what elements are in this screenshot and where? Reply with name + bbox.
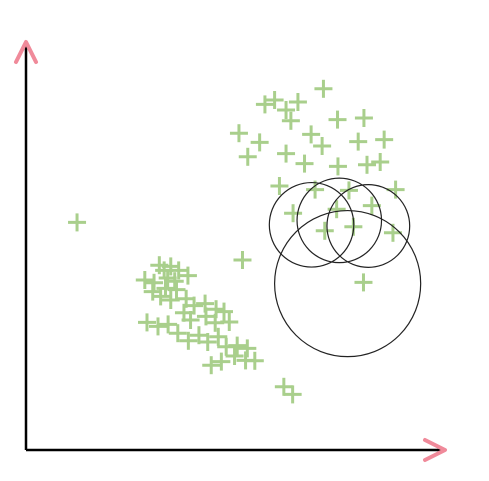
data-point xyxy=(270,177,289,195)
data-point xyxy=(283,385,302,404)
data-point xyxy=(233,251,252,269)
data-point xyxy=(362,196,381,215)
data-point xyxy=(196,307,215,326)
data-point xyxy=(161,291,180,309)
data-point xyxy=(220,313,239,331)
data-point xyxy=(179,331,198,350)
highlight-circle xyxy=(268,181,355,268)
data-point xyxy=(238,339,257,358)
markers-layer xyxy=(68,79,405,404)
data-point xyxy=(371,153,390,171)
data-point xyxy=(178,266,197,285)
data-point xyxy=(328,110,347,129)
data-point xyxy=(306,180,325,199)
data-point xyxy=(265,91,284,109)
data-point xyxy=(245,351,264,370)
data-point xyxy=(250,133,269,152)
data-point xyxy=(284,204,303,223)
data-point xyxy=(212,352,231,371)
data-point xyxy=(255,95,274,114)
highlight-circle xyxy=(296,177,383,264)
data-point xyxy=(354,109,373,127)
data-point xyxy=(159,315,178,334)
data-point xyxy=(165,272,184,291)
data-point xyxy=(375,130,394,149)
data-point xyxy=(185,296,204,315)
data-point xyxy=(274,377,293,396)
data-point xyxy=(138,313,156,332)
data-point xyxy=(149,317,167,336)
data-point xyxy=(386,180,405,199)
data-point xyxy=(277,144,296,163)
data-point xyxy=(281,111,300,130)
data-point xyxy=(277,101,296,119)
data-point xyxy=(314,79,333,98)
data-point xyxy=(295,154,314,173)
x-axis-arrowhead-icon xyxy=(423,438,447,462)
highlight-circle xyxy=(326,184,411,268)
data-point xyxy=(358,155,376,174)
data-point xyxy=(238,147,257,166)
data-point xyxy=(229,124,248,143)
axes-layer xyxy=(14,40,447,462)
data-point xyxy=(228,336,247,355)
data-point xyxy=(167,280,186,299)
data-point xyxy=(215,302,233,321)
data-point xyxy=(349,132,368,151)
data-point xyxy=(169,261,188,280)
data-point xyxy=(181,311,200,329)
circles-layer xyxy=(268,177,422,358)
data-point xyxy=(68,213,87,232)
data-point xyxy=(168,324,187,343)
data-point xyxy=(135,271,154,289)
data-point xyxy=(151,287,170,306)
data-point xyxy=(302,125,321,144)
data-point xyxy=(198,333,217,351)
y-axis-arrowhead-icon xyxy=(14,40,38,64)
data-point xyxy=(354,273,373,292)
highlight-circle xyxy=(274,209,422,358)
data-point xyxy=(328,157,347,176)
data-point xyxy=(339,181,358,200)
data-point xyxy=(225,347,244,365)
data-point xyxy=(315,221,334,240)
data-point xyxy=(313,137,332,155)
data-point xyxy=(209,327,228,346)
data-point xyxy=(161,257,180,276)
data-point xyxy=(202,356,221,375)
data-point xyxy=(288,93,307,111)
